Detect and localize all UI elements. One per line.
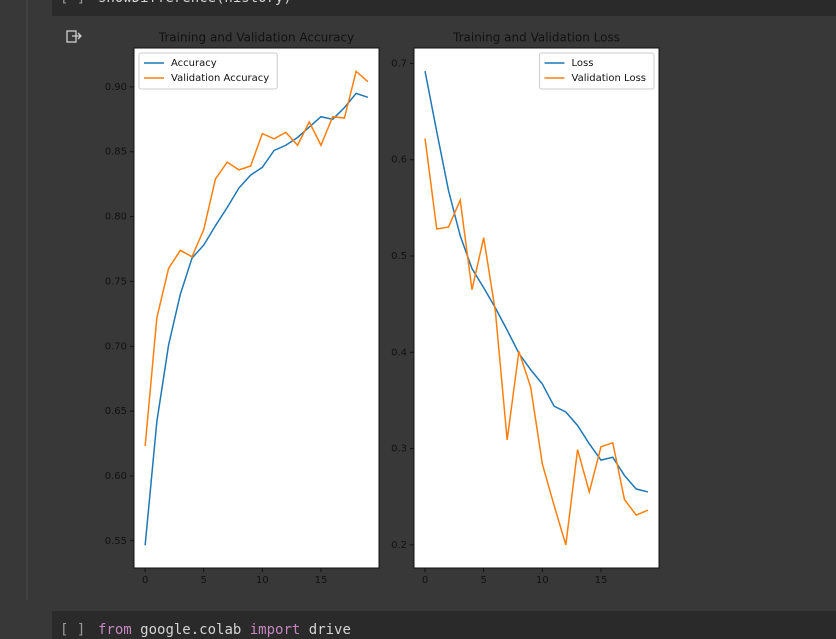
code-token: drive xyxy=(309,622,351,638)
code-cell xyxy=(52,611,836,639)
x-tick-label: 15 xyxy=(595,575,608,586)
y-tick-label: 0.70 xyxy=(105,341,127,352)
series-line xyxy=(424,138,649,546)
y-tick-label: 0.75 xyxy=(105,276,127,287)
plot-area xyxy=(134,48,379,568)
chart-title: Training and Validation Accuracy xyxy=(158,31,354,45)
legend-frame xyxy=(539,52,655,90)
cell-prompt[interactable]: [ ] xyxy=(60,622,85,638)
y-tick-label: 0.4 xyxy=(391,347,407,358)
y-tick-label: 0.65 xyxy=(105,406,127,417)
plot-frame xyxy=(133,47,380,569)
legend: Loss Validation Loss xyxy=(539,52,655,90)
x-tick-label: 10 xyxy=(256,575,269,586)
y-tick-label: 0.90 xyxy=(105,82,127,93)
y-tick-label: 0.60 xyxy=(105,471,127,482)
charts: Training and Validation Accuracy 0 5 10 15 0.… xyxy=(105,31,660,586)
cell-prompt[interactable]: [ ] xyxy=(60,0,85,6)
x-tick-label: 15 xyxy=(315,575,328,586)
output-icon[interactable] xyxy=(66,30,82,43)
y-tick-label: 0.55 xyxy=(105,536,127,547)
x-tick-label: 5 xyxy=(201,575,207,586)
x-tick-label: 5 xyxy=(481,575,487,586)
legend-frame xyxy=(138,52,278,90)
code-line[interactable]: from google.colab import drive xyxy=(98,622,351,638)
code-token: google.colab xyxy=(140,622,241,638)
y-tick-label: 0.2 xyxy=(391,540,407,551)
x-tick-label: 10 xyxy=(536,575,549,586)
series-line xyxy=(424,70,649,493)
chart-title: Training and Validation Loss xyxy=(452,31,620,45)
plot-frame xyxy=(413,47,660,569)
x-tick-label: 0 xyxy=(142,575,148,586)
code-line[interactable]: showDifference(history) xyxy=(98,0,292,6)
legend-label: Accuracy xyxy=(171,58,217,69)
y-tick-label: 0.3 xyxy=(391,444,407,455)
y-tick-label: 0.5 xyxy=(391,251,407,262)
y-tick-label: 0.7 xyxy=(391,58,407,69)
code-token: from xyxy=(98,622,132,638)
code-token: import xyxy=(250,622,301,638)
code-cell xyxy=(52,0,836,16)
series-line xyxy=(144,69,369,447)
legend-label: Loss xyxy=(572,58,594,69)
x-tick-label: 0 xyxy=(422,575,428,586)
y-tick-label: 0.85 xyxy=(105,147,127,158)
legend-label: Validation Accuracy xyxy=(171,73,269,84)
legend: Accuracy Validation Accuracy xyxy=(138,52,278,90)
plot-area xyxy=(414,48,659,568)
series-line xyxy=(144,92,369,546)
y-tick-label: 0.80 xyxy=(105,212,127,223)
y-tick-label: 0.6 xyxy=(391,155,407,166)
legend-label: Validation Loss xyxy=(572,73,647,84)
